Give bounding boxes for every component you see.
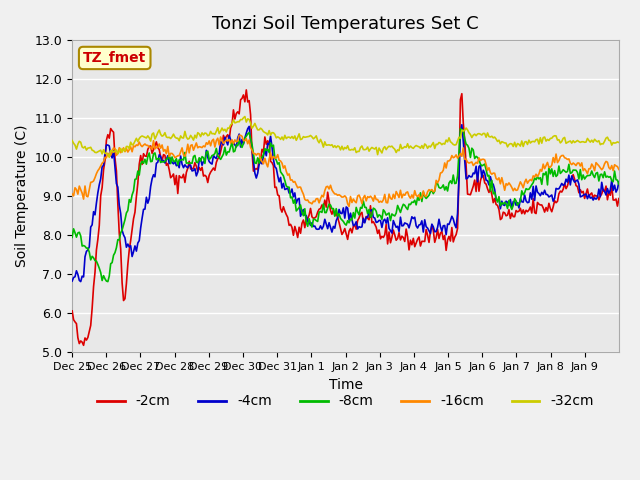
- Title: Tonzi Soil Temperatures Set C: Tonzi Soil Temperatures Set C: [212, 15, 479, 33]
- Legend: -2cm, -4cm, -8cm, -16cm, -32cm: -2cm, -4cm, -8cm, -16cm, -32cm: [92, 389, 600, 414]
- Y-axis label: Soil Temperature (C): Soil Temperature (C): [15, 125, 29, 267]
- X-axis label: Time: Time: [328, 377, 362, 392]
- Text: TZ_fmet: TZ_fmet: [83, 51, 147, 65]
